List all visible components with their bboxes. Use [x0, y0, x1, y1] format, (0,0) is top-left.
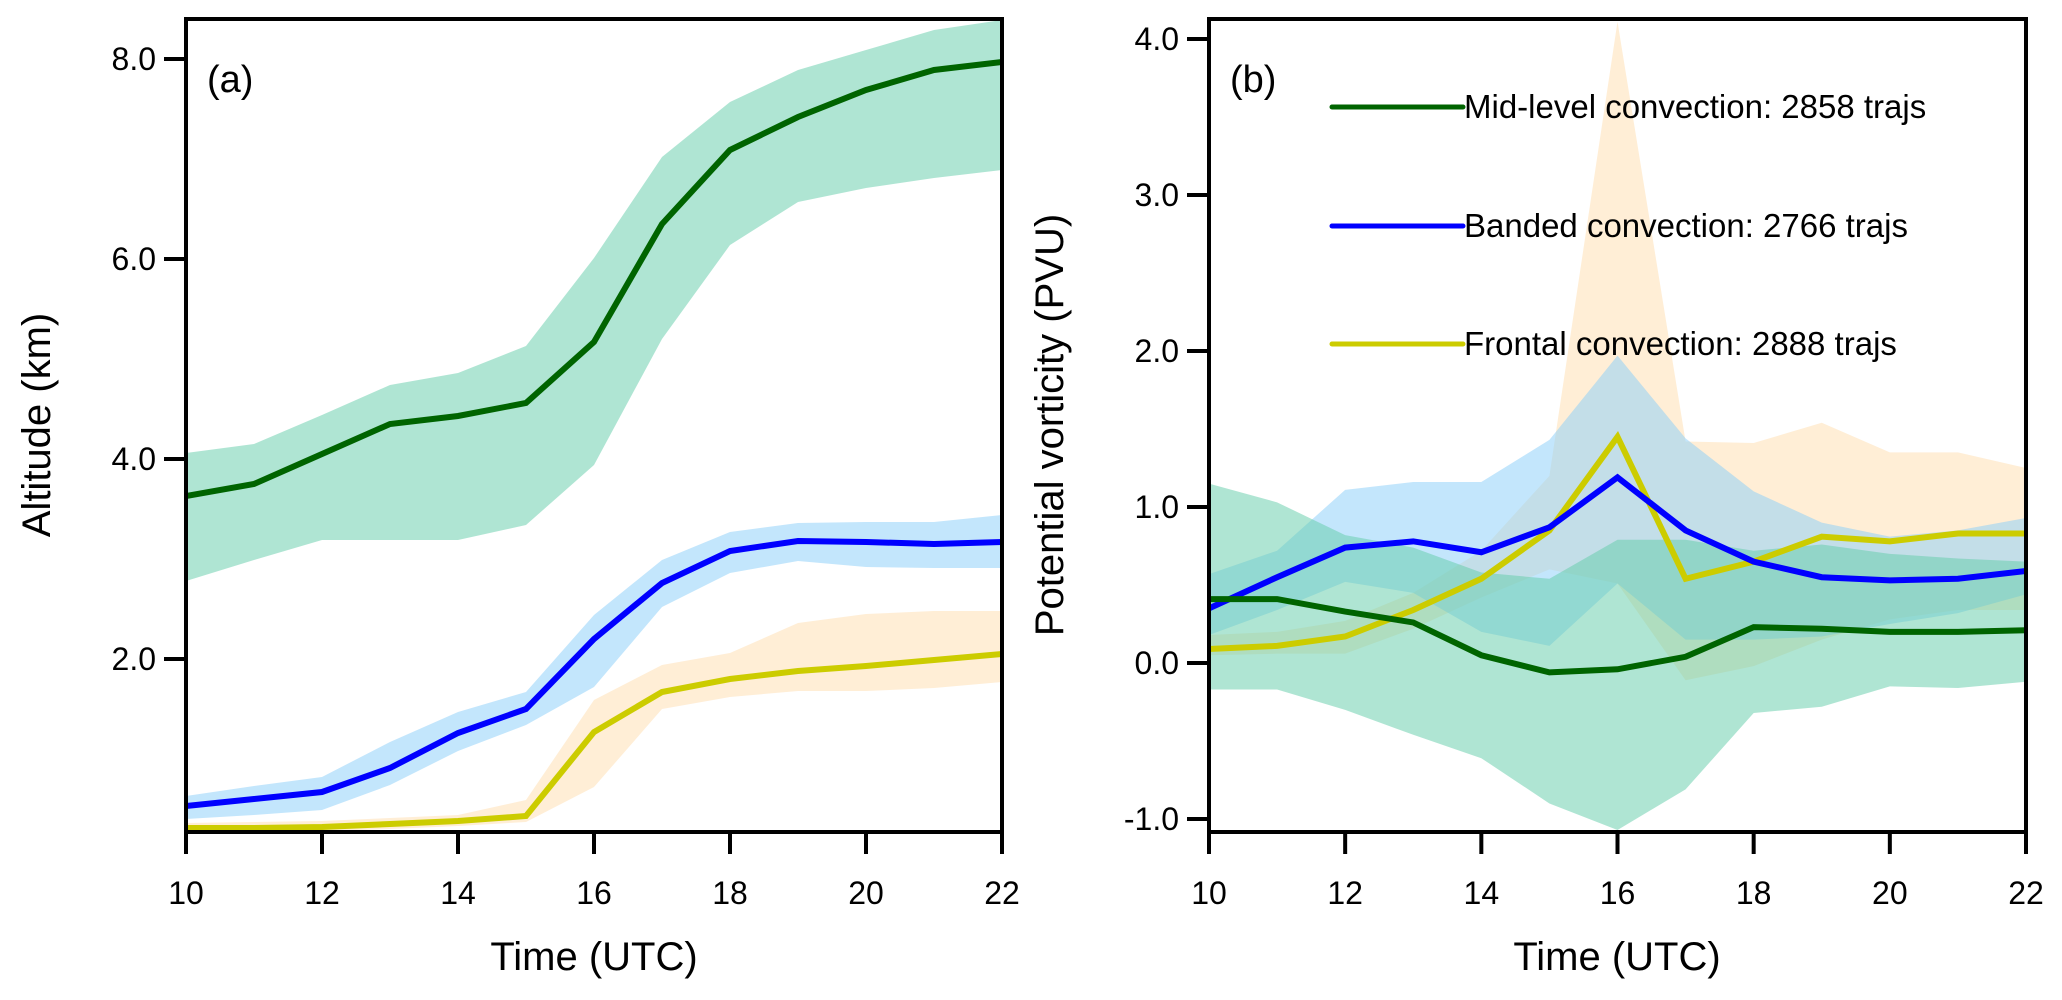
- y-tick-label: 6.0: [112, 241, 156, 277]
- x-tick-label: 14: [440, 875, 476, 911]
- mean-lines-b: [1209, 430, 2026, 676]
- band-banded-convection: [186, 515, 1002, 819]
- band-frontal-convection: [1209, 21, 2026, 681]
- x-axis-title-a: Time (UTC): [490, 935, 697, 979]
- x-tick-label: 20: [1872, 875, 1908, 911]
- y-tick-label: 1.0: [1135, 489, 1179, 525]
- x-tick-label: 12: [304, 875, 340, 911]
- legend-item-frontal: Frontal convection: 2888 trajs: [1329, 325, 1897, 362]
- legend-item-mid-level: Mid-level convection: 2858 trajs: [1329, 88, 1926, 125]
- panel-a-altitude: 10 12 14 16 18 20 22 2.0 4.0 6.0 8.0 (a) Time (UT…: [15, 17, 1020, 979]
- x-tick-label: 16: [1600, 875, 1636, 911]
- y-tick-label: 2.0: [1135, 333, 1179, 369]
- y-axis-title-a: Altitude (km): [15, 313, 59, 538]
- uncertainty-bands-b: [1209, 21, 2026, 830]
- band-mid-level-convection: [186, 20, 1002, 581]
- uncertainty-bands-a: [186, 20, 1002, 832]
- legend-label-frontal: Frontal convection: 2888 trajs: [1464, 325, 1897, 362]
- y-tick-label: 0.0: [1135, 645, 1179, 681]
- x-tick-label: 12: [1327, 875, 1363, 911]
- x-axis-title-b: Time (UTC): [1513, 935, 1720, 979]
- x-axis-ticks-a: 10 12 14 16 18 20 22: [168, 832, 1020, 911]
- x-tick-label: 14: [1464, 875, 1500, 911]
- y-tick-label: 3.0: [1135, 177, 1179, 213]
- legend-label-mid-level: Mid-level convection: 2858 trajs: [1464, 88, 1926, 125]
- y-tick-label: 8.0: [112, 41, 156, 77]
- panel-b-potential-vorticity: 10 12 14 16 18 20 22 -1.0 0.0 1.0 2.0 3.0 4.0 (b) T…: [1028, 17, 2044, 979]
- x-tick-label: 16: [576, 875, 612, 911]
- y-axis-title-b: Potential vorticity (PVU): [1028, 214, 1072, 636]
- y-tick-label: 4.0: [1135, 21, 1179, 57]
- panel-label-a: (a): [207, 59, 253, 101]
- band-mid-level-convection: [1209, 483, 2026, 830]
- y-tick-label: 2.0: [112, 641, 156, 677]
- y-axis-ticks-a: 2.0 4.0 6.0 8.0: [112, 41, 186, 677]
- y-tick-label: -1.0: [1124, 801, 1179, 837]
- legend-label-banded: Banded convection: 2766 trajs: [1464, 207, 1908, 244]
- mean-lines-a: [186, 59, 1002, 831]
- legend-item-banded: Banded convection: 2766 trajs: [1329, 207, 1908, 244]
- x-tick-label: 10: [168, 875, 204, 911]
- legend: Mid-level convection: 2858 trajs Banded …: [1329, 88, 1926, 362]
- x-tick-label: 22: [2008, 875, 2044, 911]
- x-tick-label: 10: [1191, 875, 1227, 911]
- x-tick-label: 18: [712, 875, 748, 911]
- x-tick-label: 22: [984, 875, 1020, 911]
- x-axis-ticks-b: 10 12 14 16 18 20 22: [1191, 832, 2044, 911]
- x-tick-label: 18: [1736, 875, 1772, 911]
- band-frontal-convection: [186, 611, 1002, 832]
- x-tick-label: 20: [848, 875, 884, 911]
- panel-label-b: (b): [1230, 59, 1276, 101]
- y-tick-label: 4.0: [112, 441, 156, 477]
- y-axis-ticks-b: -1.0 0.0 1.0 2.0 3.0 4.0: [1124, 21, 1209, 837]
